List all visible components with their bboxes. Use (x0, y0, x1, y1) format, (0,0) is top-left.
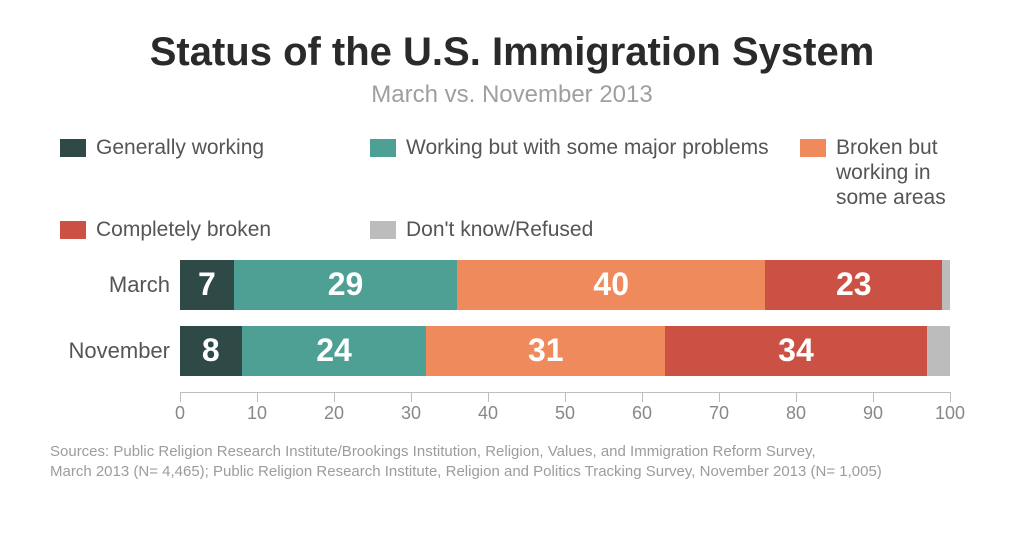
x-axis: 0102030405060708090100 (180, 392, 950, 426)
sources-text: Sources: Public Religion Research Instit… (50, 442, 974, 483)
bar-segment: 24 (242, 326, 427, 376)
bar-category-label: March (50, 272, 170, 298)
axis-tick-label: 50 (555, 403, 575, 424)
chart-subtitle: March vs. November 2013 (50, 81, 974, 109)
axis-tick-label: 10 (247, 403, 267, 424)
axis-tick-label: 90 (863, 403, 883, 424)
chart-title: Status of the U.S. Immigration System (50, 30, 974, 75)
bar-segment: 23 (765, 260, 942, 310)
legend-swatch (60, 221, 86, 239)
legend-item: Broken but working in some areas (800, 135, 964, 211)
legend-item: Completely broken (60, 217, 360, 242)
axis-tick (950, 392, 951, 402)
bar-row: March7294023 (180, 260, 950, 310)
axis-tick (488, 392, 489, 402)
axis-tick (796, 392, 797, 402)
bar-row: November8243134 (180, 326, 950, 376)
axis-tick (873, 392, 874, 402)
legend-swatch (370, 221, 396, 239)
bars-container: March7294023 November8243134 (180, 260, 950, 376)
axis-tick (719, 392, 720, 402)
legend: Generally working Working but with some m… (60, 135, 964, 242)
chart-area: March7294023November8243134 010203040506… (180, 260, 950, 426)
axis-tick-label: 20 (324, 403, 344, 424)
axis-tick (565, 392, 566, 402)
legend-item: Working but with some major problems (370, 135, 790, 211)
legend-label: Generally working (96, 135, 264, 160)
legend-swatch (60, 139, 86, 157)
axis-tick-label: 30 (401, 403, 421, 424)
axis-tick-label: 100 (935, 403, 965, 424)
axis-tick (334, 392, 335, 402)
legend-swatch (370, 139, 396, 157)
bar-segment: 31 (426, 326, 665, 376)
axis-tick (180, 392, 181, 402)
legend-swatch (800, 139, 826, 157)
axis-tick (411, 392, 412, 402)
bar-segment (927, 326, 950, 376)
legend-label: Broken but working in some areas (836, 135, 964, 211)
legend-label: Don't know/Refused (406, 217, 593, 242)
axis-tick-label: 70 (709, 403, 729, 424)
legend-label: Working but with some major problems (406, 135, 769, 160)
legend-item: Don't know/Refused (370, 217, 790, 242)
axis-tick-label: 0 (175, 403, 185, 424)
legend-item: Generally working (60, 135, 360, 211)
axis-tick-label: 60 (632, 403, 652, 424)
axis-tick-label: 80 (786, 403, 806, 424)
axis-tick (642, 392, 643, 402)
bar-segment: 40 (457, 260, 765, 310)
bar-segment: 7 (180, 260, 234, 310)
legend-label: Completely broken (96, 217, 271, 242)
bar-segment: 8 (180, 326, 242, 376)
bar-segment (942, 260, 950, 310)
axis-tick-label: 40 (478, 403, 498, 424)
bar-segment: 34 (665, 326, 927, 376)
bar-category-label: November (50, 338, 170, 364)
sources-line-1: Sources: Public Religion Research Instit… (50, 442, 974, 462)
sources-line-2: March 2013 (N= 4,465); Public Religion R… (50, 462, 974, 482)
bar-segment: 29 (234, 260, 457, 310)
axis-tick (257, 392, 258, 402)
